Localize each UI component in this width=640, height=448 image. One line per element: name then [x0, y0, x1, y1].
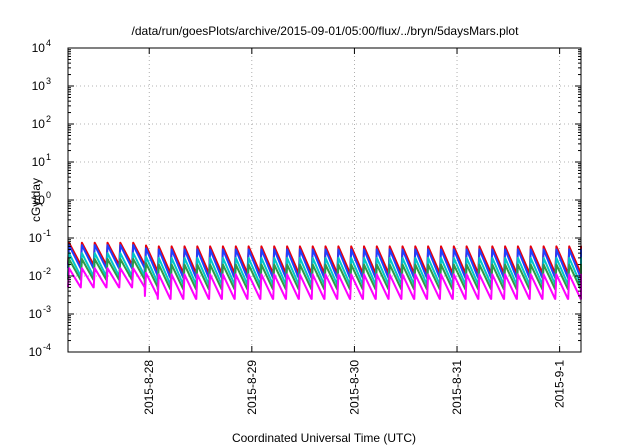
axes: 10-4 10-3 10-2 10-1 100 101 102 103 104 2015-8-28…: [29, 38, 581, 415]
chart-title: /data/run/goesPlots/archive/2015-09-01/0…: [132, 24, 520, 38]
x-tick-label: 2015-8-28: [142, 360, 156, 415]
plot-frame: [67, 47, 582, 353]
y-tick-label: 102: [32, 114, 51, 131]
y-tick-label: 10-3: [29, 304, 51, 321]
series-group: [67, 241, 582, 300]
grid: [68, 48, 581, 352]
series-line: [67, 267, 582, 300]
y-tick-label: 104: [32, 38, 51, 55]
x-axis-label: Coordinated Universal Time (UTC): [232, 431, 416, 445]
x-tick-label: 2015-8-31: [450, 360, 464, 415]
y-tick-label: 101: [32, 152, 51, 169]
y-tick-label: 10-2: [29, 266, 51, 283]
y-tick-label: 10-1: [29, 228, 51, 245]
y-axis-label: cGy/day: [29, 178, 43, 222]
x-tick-label: 2015-8-29: [245, 360, 259, 415]
x-tick-label: 2015-9-1: [553, 360, 567, 408]
y-tick-label: 100: [32, 190, 51, 207]
x-tick-label: 2015-8-30: [347, 360, 361, 415]
y-tick-label: 10-4: [29, 342, 51, 359]
y-tick-label: 103: [32, 76, 51, 93]
